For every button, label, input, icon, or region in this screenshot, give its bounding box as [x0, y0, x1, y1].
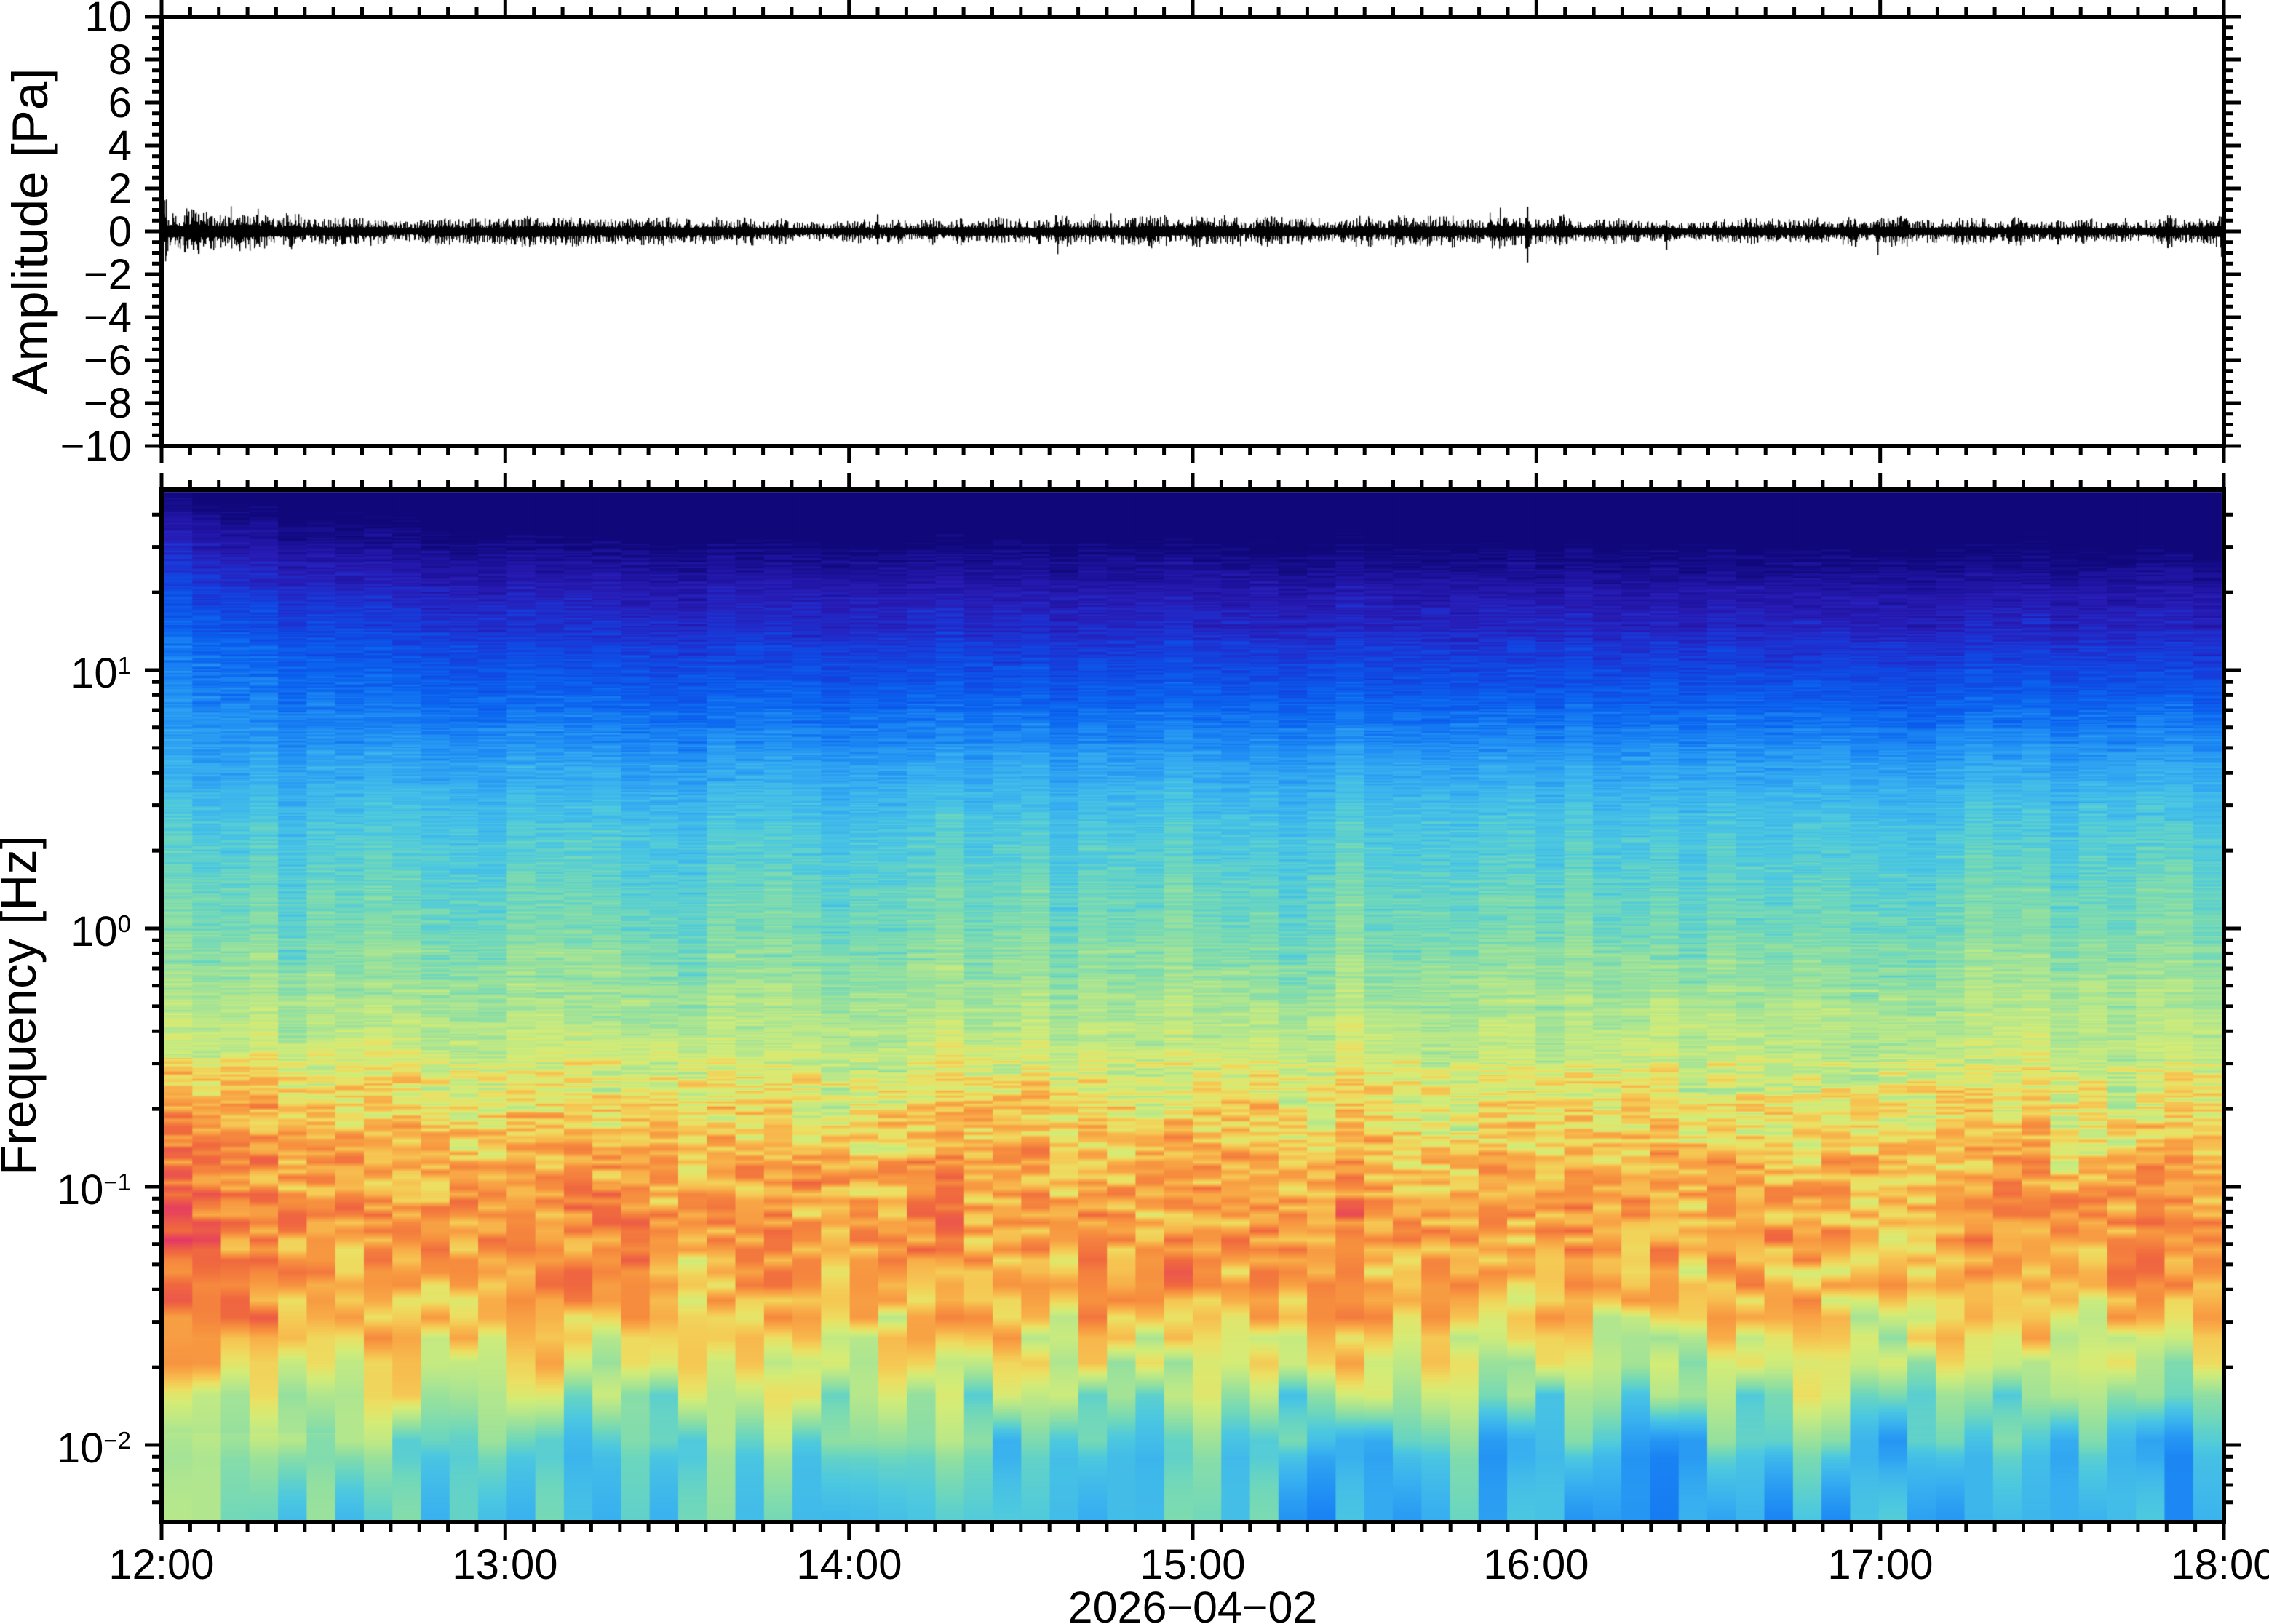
svg-text:10: 10 — [84, 0, 132, 41]
svg-text:Amplitude [Pa]: Amplitude [Pa] — [2, 68, 58, 395]
svg-text:10−1: 10−1 — [57, 1166, 131, 1214]
svg-text:10−2: 10−2 — [57, 1425, 131, 1472]
svg-text:100: 100 — [71, 908, 131, 955]
svg-text:−6: −6 — [84, 337, 132, 384]
svg-text:16:00: 16:00 — [1483, 1541, 1589, 1588]
svg-text:14:00: 14:00 — [796, 1541, 902, 1588]
svg-text:−4: −4 — [84, 294, 132, 341]
svg-text:2026−04−02: 2026−04−02 — [1068, 1583, 1318, 1624]
svg-text:2: 2 — [108, 165, 132, 212]
svg-text:6: 6 — [108, 79, 132, 127]
svg-text:−2: −2 — [84, 251, 132, 298]
svg-text:12:00: 12:00 — [108, 1541, 214, 1588]
svg-text:4: 4 — [108, 122, 132, 170]
svg-text:17:00: 17:00 — [1827, 1541, 1933, 1588]
svg-text:−8: −8 — [84, 380, 132, 427]
svg-text:0: 0 — [108, 208, 132, 255]
svg-text:Frequency [Hz]: Frequency [Hz] — [0, 835, 47, 1176]
svg-text:18:00: 18:00 — [2171, 1541, 2269, 1588]
svg-text:101: 101 — [71, 650, 131, 697]
svg-text:−10: −10 — [60, 423, 132, 470]
svg-text:13:00: 13:00 — [452, 1541, 557, 1588]
svg-text:8: 8 — [108, 36, 132, 84]
svg-text:15:00: 15:00 — [1140, 1541, 1245, 1588]
